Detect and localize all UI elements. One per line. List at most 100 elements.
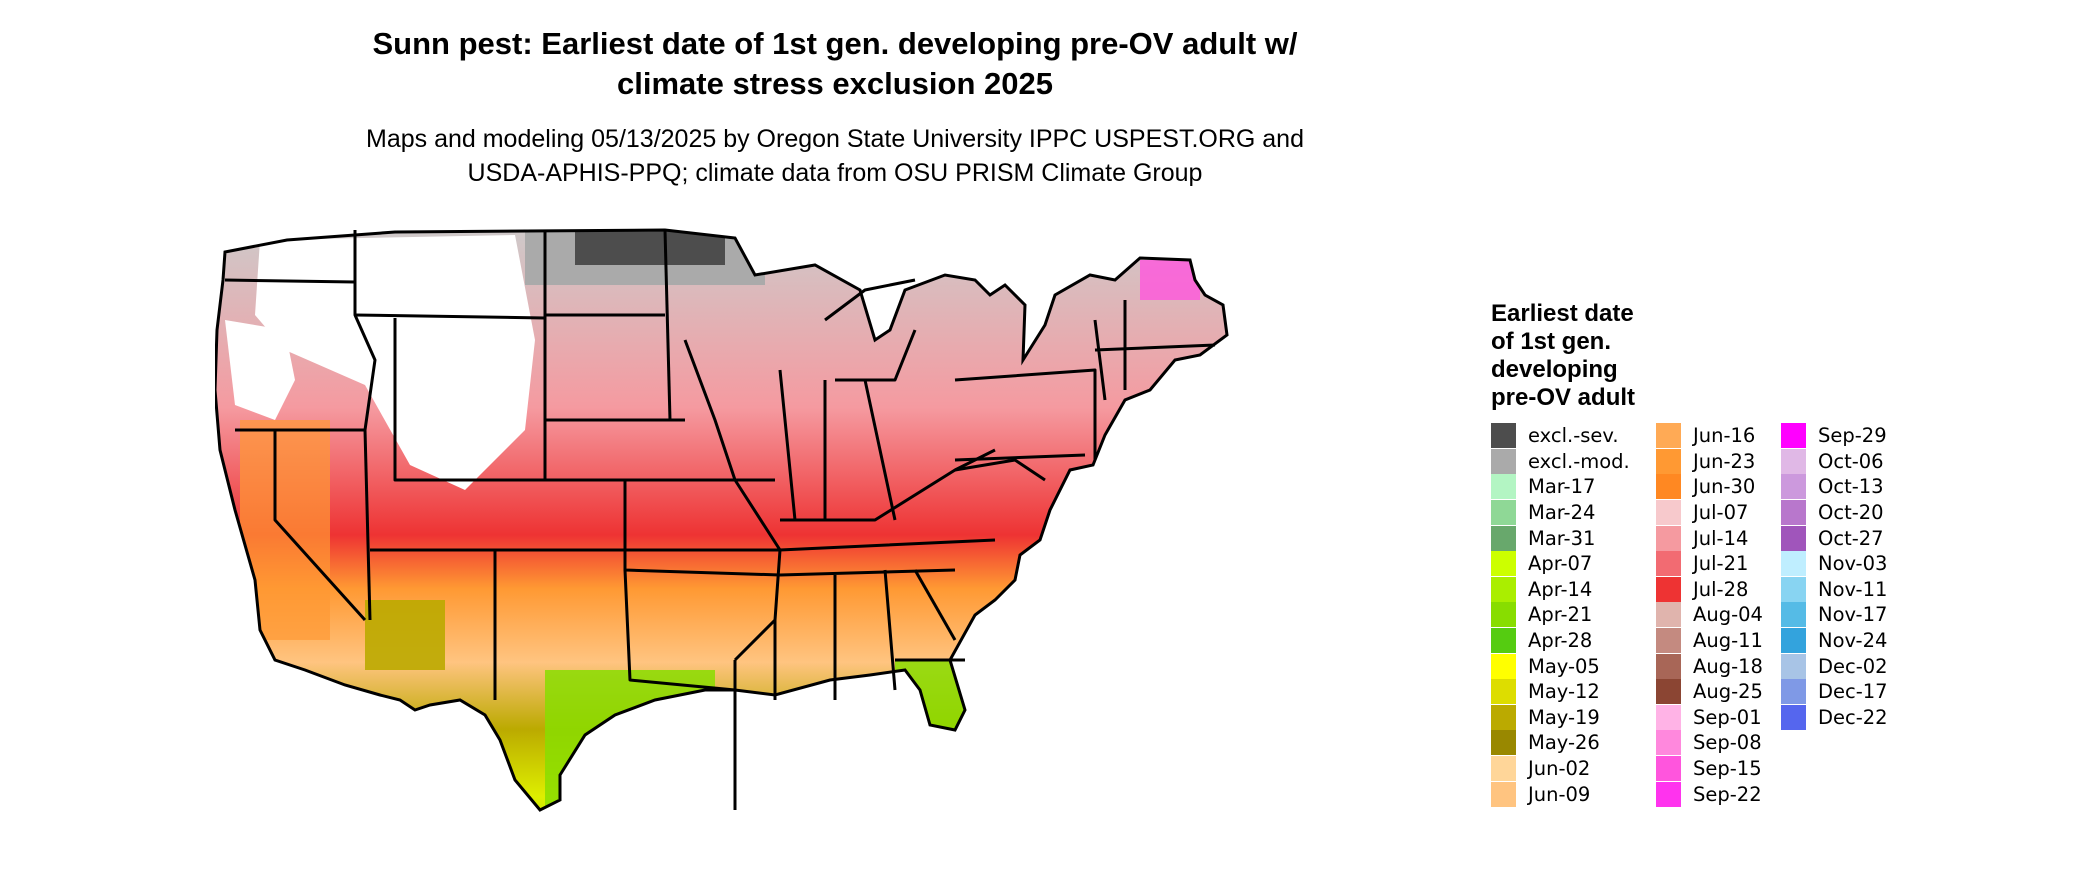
legend-label: Nov-03 xyxy=(1818,552,1888,576)
legend-swatch xyxy=(1781,576,1806,602)
legend-label: Jul-07 xyxy=(1693,501,1749,525)
exclusion-zone-severe xyxy=(575,230,725,265)
legend-label: Aug-25 xyxy=(1693,680,1763,704)
legend-swatch xyxy=(1491,653,1516,679)
legend-swatch xyxy=(1656,602,1681,628)
legend-item: Sep-29 xyxy=(1781,423,1888,449)
legend-item: excl.-mod. xyxy=(1491,448,1630,475)
legend-item: Sep-22 xyxy=(1656,781,1763,807)
legend-swatch xyxy=(1491,551,1516,577)
border-mississippi xyxy=(683,339,782,662)
legend-item: Jul-28 xyxy=(1656,576,1763,603)
legend-item: Jun-02 xyxy=(1491,756,1630,782)
legend-swatch xyxy=(1656,525,1681,551)
legend-label: Sep-01 xyxy=(1693,705,1762,729)
legend-item: Apr-07 xyxy=(1491,551,1630,577)
legend-swatch xyxy=(1491,704,1516,730)
legend-label: Aug-11 xyxy=(1693,629,1763,653)
border-mt-south xyxy=(354,313,546,320)
border-nv-east xyxy=(363,429,372,621)
legend-swatch xyxy=(1656,551,1681,577)
legend-label: Jul-21 xyxy=(1693,552,1749,576)
legend-swatch xyxy=(1656,576,1681,602)
legend-swatch xyxy=(1781,551,1806,577)
legend-label: Apr-07 xyxy=(1528,552,1593,576)
legend-swatch xyxy=(1781,423,1806,449)
border-id-east xyxy=(353,230,377,431)
map-subtitle-line-1: Maps and modeling 05/13/2025 by Oregon S… xyxy=(366,125,1304,153)
legend-item: Apr-14 xyxy=(1491,576,1630,603)
legend-title-line: pre-OV adult xyxy=(1491,384,1636,411)
legend-label: Sep-29 xyxy=(1818,424,1887,448)
legend-item: Jun-09 xyxy=(1491,781,1630,807)
legend-label: Aug-04 xyxy=(1693,603,1763,627)
legend-label: Sep-22 xyxy=(1693,782,1762,806)
legend-label: May-19 xyxy=(1528,705,1600,729)
border-gulf-states xyxy=(773,569,965,700)
legend-label: Jul-28 xyxy=(1693,577,1749,601)
legend-item: Jun-30 xyxy=(1656,474,1763,500)
border-tn-nc xyxy=(779,538,996,577)
legend-swatch xyxy=(1491,474,1516,500)
legend-swatch xyxy=(1656,474,1681,500)
legend-item: May-19 xyxy=(1491,704,1630,731)
legend-title-line: of 1st gen. xyxy=(1491,328,1612,355)
legend-swatch xyxy=(1781,474,1806,500)
map-title: Sunn pest: Earliest date of 1st gen. dev… xyxy=(230,24,1440,104)
border-il-in-oh xyxy=(778,369,897,521)
legend-label: Jun-09 xyxy=(1528,782,1591,806)
legend-item: Mar-24 xyxy=(1491,500,1630,526)
legend-swatch xyxy=(1781,602,1806,628)
us-map xyxy=(215,228,1229,812)
legend-swatch xyxy=(1656,628,1681,654)
legend-label: Jun-30 xyxy=(1693,475,1756,499)
legend-label: Oct-27 xyxy=(1818,526,1884,550)
legend-swatch xyxy=(1491,730,1516,756)
legend-item: Aug-25 xyxy=(1656,679,1763,705)
legend-swatch xyxy=(1491,525,1516,551)
border-wa-or xyxy=(224,278,356,284)
legend-item: May-05 xyxy=(1491,653,1630,679)
unmodeled-west-coast xyxy=(225,320,295,420)
legend-item: Nov-24 xyxy=(1781,628,1888,654)
legend-swatch xyxy=(1656,653,1681,679)
legend-item: Aug-18 xyxy=(1656,653,1763,679)
legend-item: May-12 xyxy=(1491,679,1630,705)
legend-label: Mar-17 xyxy=(1528,475,1596,499)
legend-item: Apr-21 xyxy=(1491,602,1630,628)
legend-label: Sep-15 xyxy=(1693,757,1762,781)
legend-swatch xyxy=(1491,448,1516,474)
legend-item: Aug-11 xyxy=(1656,628,1763,654)
legend-label: Mar-24 xyxy=(1528,501,1596,525)
legend-label: Oct-06 xyxy=(1818,449,1884,473)
legend-swatch xyxy=(1781,525,1806,551)
legend-swatch xyxy=(1491,500,1516,526)
legend-label: May-12 xyxy=(1528,680,1600,704)
legend-column-3: Sep-29 Oct-06 Oct-13 Oct-20 Oct-27 Nov-03 Nov-… xyxy=(1781,423,1888,730)
legend-swatch xyxy=(1656,781,1681,807)
map-title-line-1: Sunn pest: Earliest date of 1st gen. dev… xyxy=(372,26,1298,61)
maine-magenta-zone xyxy=(1140,260,1200,300)
legend-item: Jun-23 xyxy=(1656,448,1763,475)
state-borders xyxy=(224,229,1216,810)
border-ny-pa xyxy=(954,368,1097,462)
legend-label: Jun-16 xyxy=(1693,424,1756,448)
legend-item: Aug-04 xyxy=(1656,602,1763,628)
legend-swatch xyxy=(1781,679,1806,705)
border-mi xyxy=(824,278,917,382)
border-ga-sc xyxy=(913,569,957,641)
legend-swatch xyxy=(1491,423,1516,449)
legend-item: Dec-17 xyxy=(1781,679,1888,705)
border-mn-west xyxy=(663,229,672,421)
legend-swatch xyxy=(1656,756,1681,782)
legend-item: excl.-sev. xyxy=(1491,423,1630,449)
legend-swatch xyxy=(1781,653,1806,679)
legend-item: Oct-06 xyxy=(1781,448,1888,475)
texas-green-zone xyxy=(545,670,715,810)
legend-swatch xyxy=(1656,500,1681,526)
legend-item: Nov-17 xyxy=(1781,602,1888,628)
legend-swatch xyxy=(1656,730,1681,756)
legend-item: Jul-14 xyxy=(1656,525,1763,551)
legend-label: excl.-mod. xyxy=(1528,449,1630,473)
legend-swatch xyxy=(1656,704,1681,730)
